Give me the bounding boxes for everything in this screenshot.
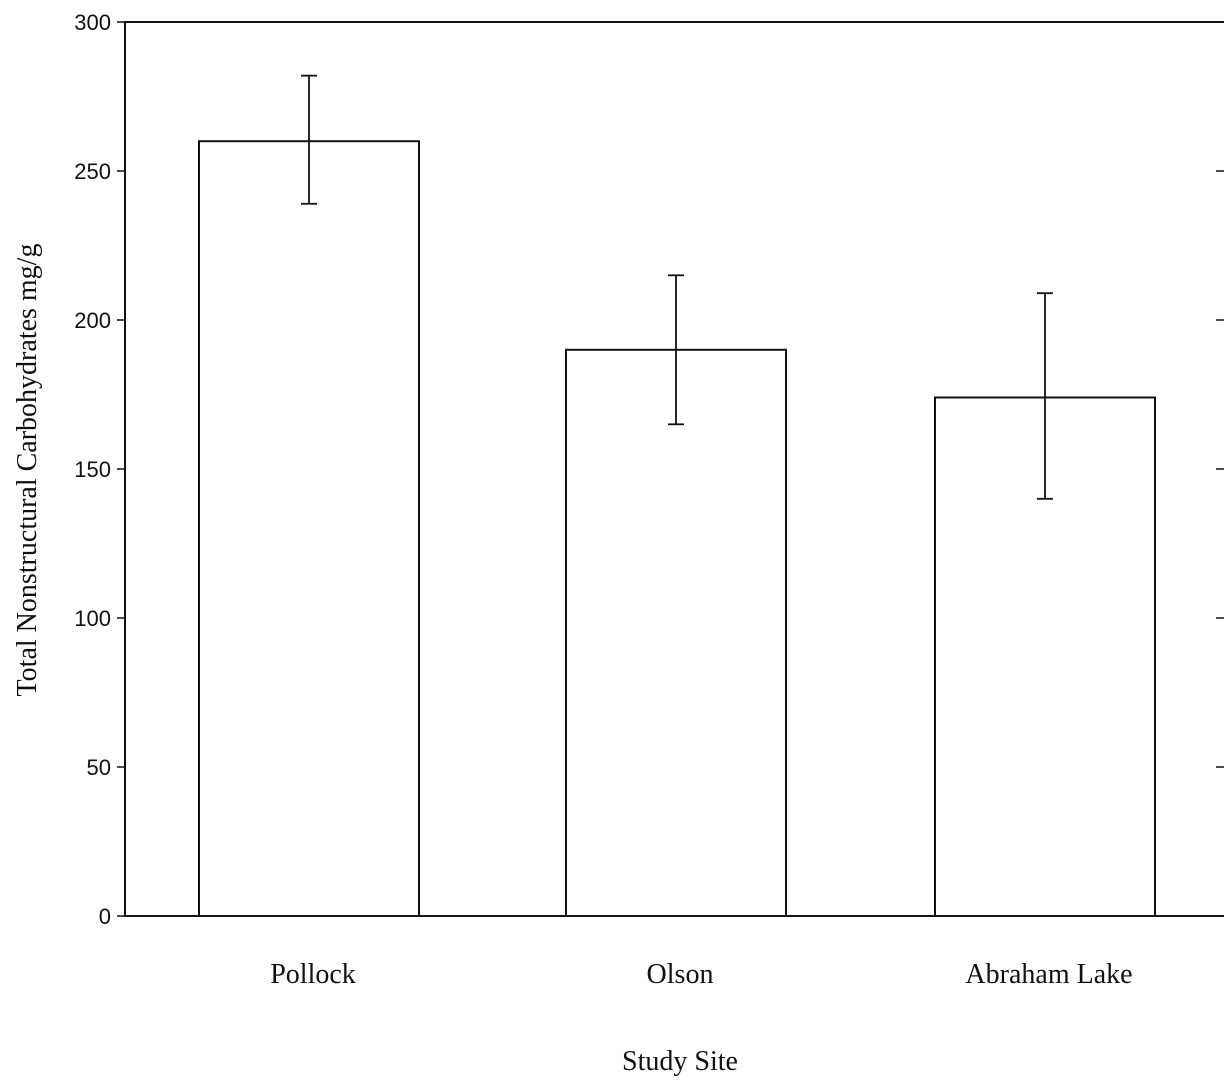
y-tick-label: 150 bbox=[74, 457, 111, 482]
y-tick-label: 250 bbox=[74, 159, 111, 184]
plot-frame bbox=[124, 21, 1224, 917]
error-bars bbox=[301, 74, 1053, 500]
y-tick-label: 200 bbox=[74, 308, 111, 333]
bar-pollock bbox=[198, 140, 420, 917]
x-category-label: Olson bbox=[647, 959, 714, 990]
y-axis-ticks: 0 50 100 150 200 250 300 bbox=[74, 10, 1224, 929]
x-axis-title: Study Site bbox=[622, 1046, 738, 1077]
y-tick-label: 50 bbox=[87, 755, 111, 780]
bar-olson bbox=[565, 348, 787, 917]
y-axis-title: Total Nonstructural Carbohydrates mg/g bbox=[12, 244, 43, 697]
y-tick-label: 100 bbox=[74, 606, 111, 631]
y-tick-label: 300 bbox=[74, 10, 111, 35]
x-category-label: Abraham Lake bbox=[965, 959, 1132, 990]
x-category-label: Pollock bbox=[270, 959, 356, 990]
y-tick-label: 0 bbox=[99, 904, 111, 929]
bars bbox=[198, 140, 1156, 918]
x-axis-category-labels: Pollock Olson Abraham Lake bbox=[270, 959, 1132, 990]
